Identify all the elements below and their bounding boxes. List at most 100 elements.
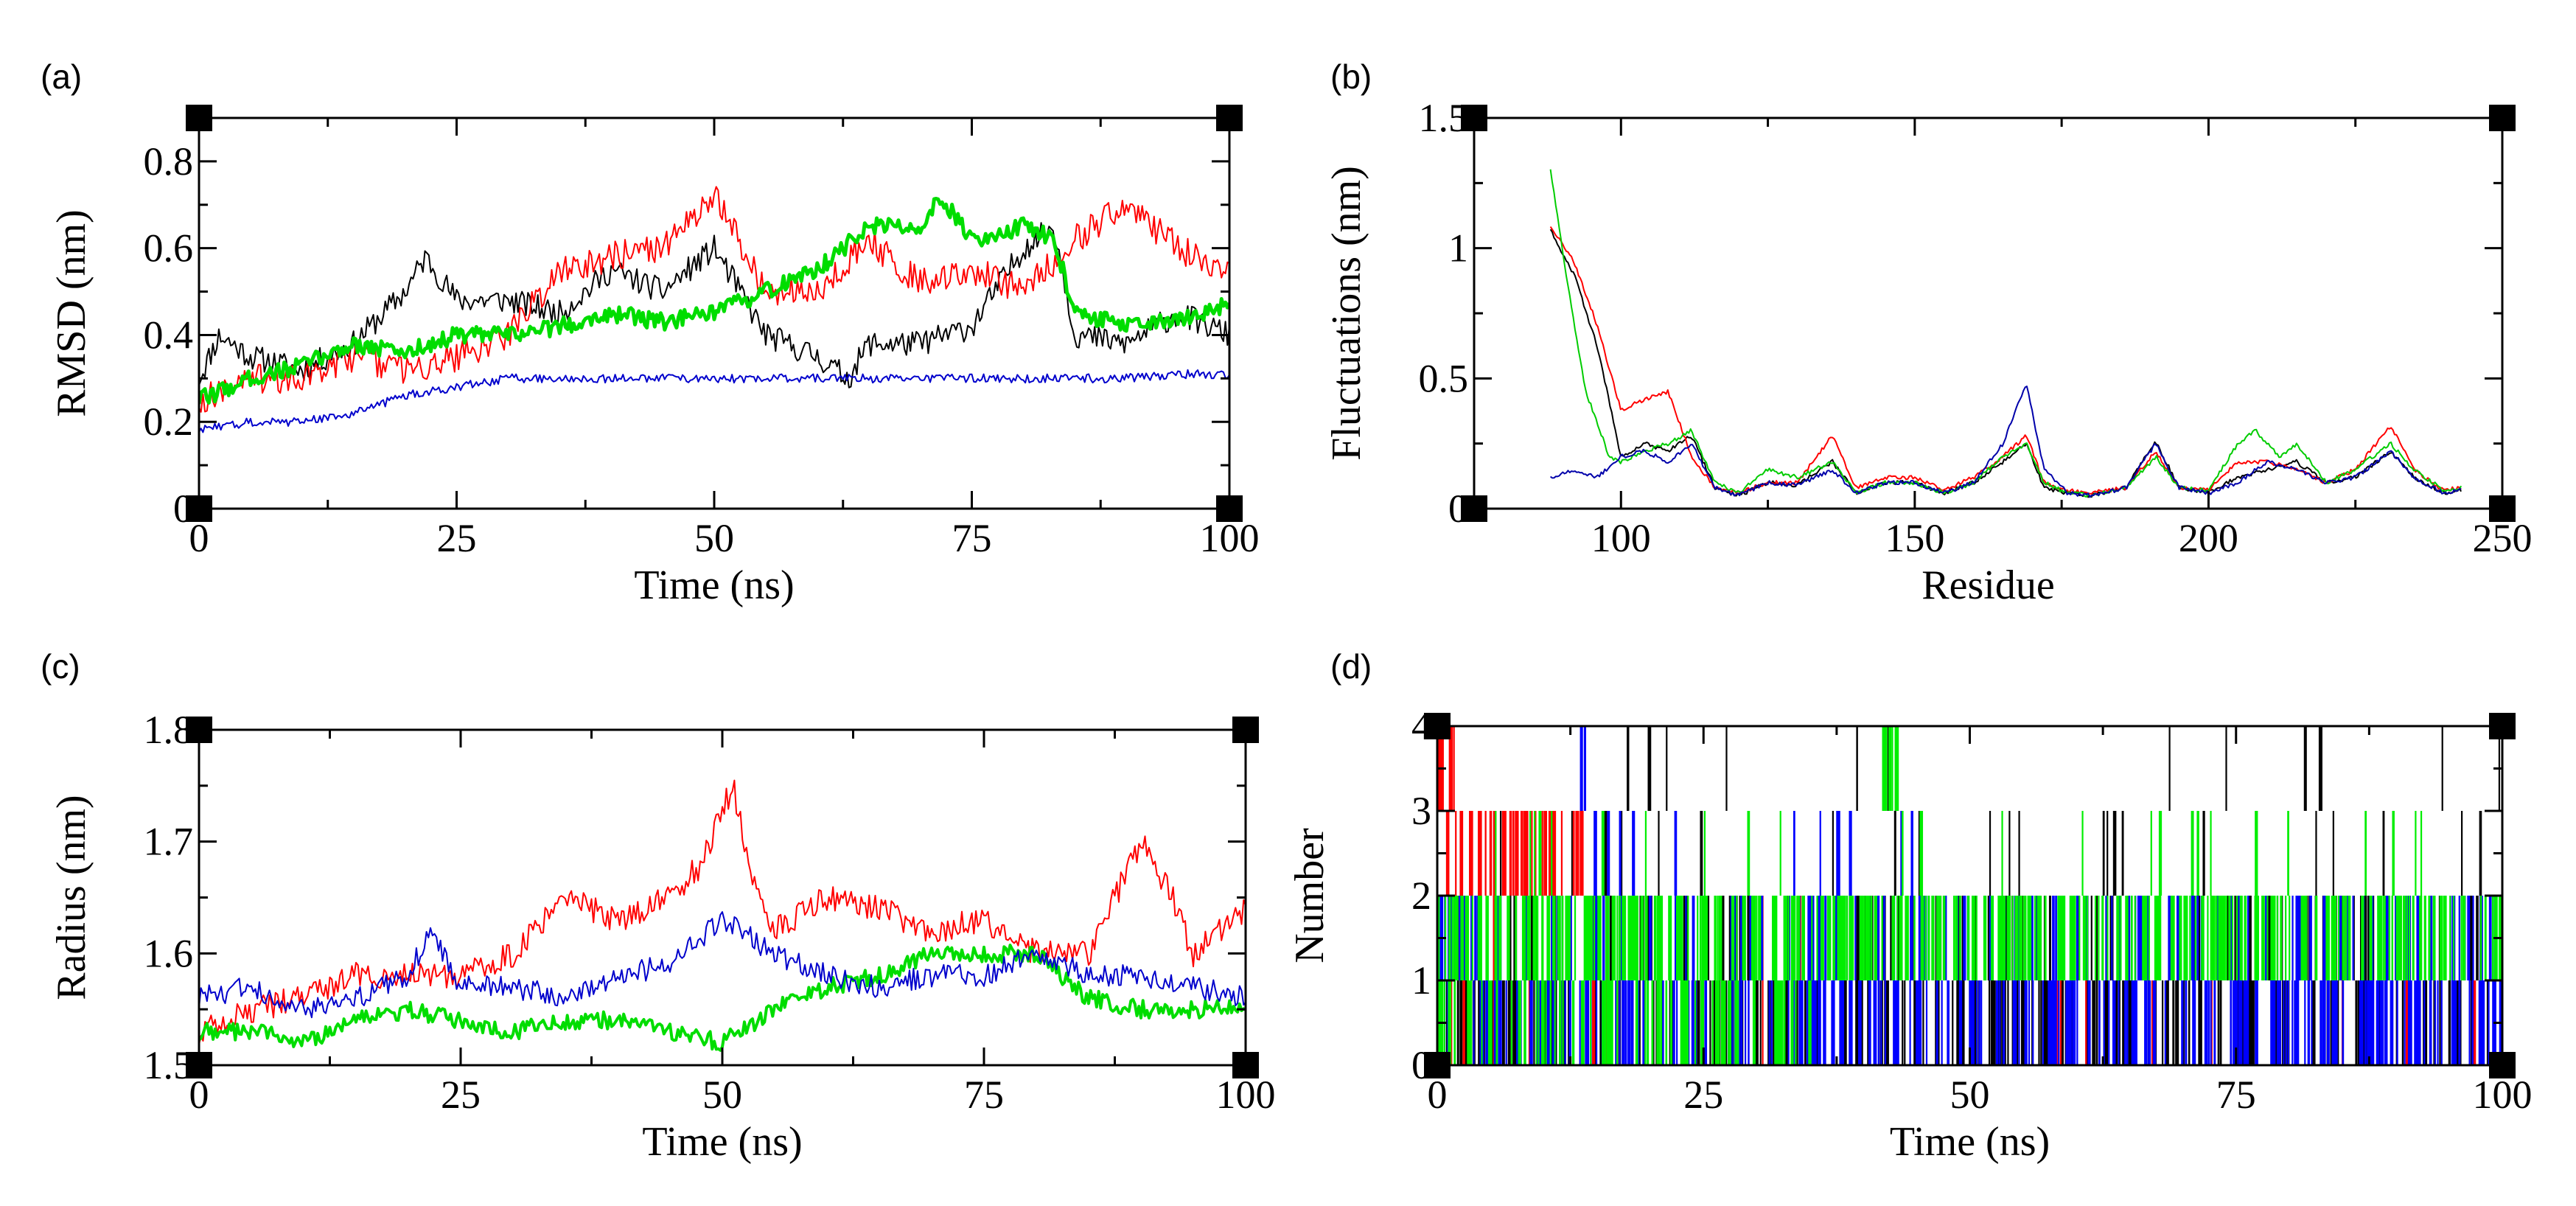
bar-segment — [1758, 896, 1760, 980]
bar-segment — [2382, 896, 2384, 980]
bar-segment — [2156, 896, 2160, 980]
bar-segment — [2315, 811, 2317, 896]
bar-segment — [2058, 896, 2061, 980]
bar-segment — [2249, 980, 2252, 1065]
bar-segment — [2367, 896, 2370, 980]
bar-segment — [2196, 811, 2199, 896]
bar-segment — [2244, 896, 2247, 980]
bar-segment — [1501, 811, 1504, 896]
bar-segment — [1816, 896, 1818, 980]
bar-segment — [2295, 896, 2300, 980]
bar-segment — [1803, 896, 1805, 980]
bar-segment — [1978, 980, 1980, 1065]
bar-segment — [1890, 896, 1892, 980]
bar-segment — [2342, 980, 2345, 1065]
series-line-3 — [199, 369, 1229, 433]
bar-segment — [2219, 896, 2223, 980]
bar-segment — [2135, 980, 2137, 1065]
bar-segment — [2388, 896, 2391, 980]
bar-segment — [2003, 980, 2006, 1065]
bar-segment — [1545, 980, 1547, 1065]
bar-segment — [1692, 896, 1695, 980]
bar-segment — [1675, 896, 1680, 980]
bar-segment — [1656, 896, 1660, 980]
bar-segment — [1859, 896, 1861, 980]
bar-segment — [2192, 980, 2196, 1065]
bar-segment — [2484, 896, 2487, 980]
bar-segment — [1868, 896, 1871, 980]
bar-segment — [1529, 811, 1532, 896]
bar-segment — [1580, 980, 1585, 1065]
bar-segment — [1873, 980, 1877, 1065]
bar-segment — [2112, 980, 2115, 1065]
bar-segment — [1893, 980, 1896, 1065]
bar-segment — [2395, 896, 2398, 980]
bar-segment — [1588, 896, 1591, 980]
bar-segment — [2202, 811, 2205, 896]
bar-segment — [2238, 980, 2241, 1065]
bar-segment — [2462, 896, 2465, 980]
bar-segment — [2120, 896, 2122, 980]
bar-segment — [1470, 811, 1473, 896]
bar-segment — [1817, 980, 1820, 1065]
bar-segment — [2176, 896, 2179, 980]
bar-segment — [1495, 811, 1497, 896]
bar-segment — [1943, 896, 1946, 980]
x-tick-label: 50 — [694, 516, 734, 560]
x-tick-label: 100 — [2473, 1073, 2533, 1117]
bar-segment — [1630, 896, 1633, 980]
bar-segment — [1745, 980, 1747, 1065]
bar-segment — [2458, 980, 2460, 1065]
bar-segment — [1971, 896, 1975, 980]
bar-segment — [2111, 896, 2113, 980]
bar-segment — [2378, 896, 2381, 980]
bar-segment — [1927, 896, 1930, 980]
bar-segment — [2440, 896, 2443, 980]
bar-segment — [2302, 896, 2306, 980]
bar-segment — [2024, 980, 2028, 1065]
bar-segment — [1586, 896, 1588, 980]
bar-segment — [2118, 980, 2120, 1065]
bar-segment — [2488, 896, 2492, 980]
bar-segment — [1678, 896, 1680, 980]
bar-segment — [1545, 811, 1548, 896]
bar-segment — [1740, 980, 1743, 1065]
bar-segment — [1585, 980, 1587, 1065]
bar-segment — [2095, 896, 2098, 980]
bar-segment — [1997, 896, 2001, 980]
bar-segment — [1714, 896, 1717, 980]
bar-segment — [2008, 811, 2011, 896]
bar-segment — [1831, 980, 1834, 1065]
bar-segment — [1546, 896, 1549, 980]
bar-segment — [1607, 811, 1610, 896]
bar-segment — [1849, 980, 1853, 1065]
bar-segment — [2019, 896, 2023, 980]
bar-segment — [1833, 980, 1835, 1065]
bar-segment — [2231, 896, 2234, 980]
bar-segment — [1551, 811, 1553, 896]
bar-segment — [1899, 896, 1902, 980]
bar-segment — [1611, 896, 1613, 980]
bar-segment — [1885, 980, 1889, 1065]
bar-segment — [1790, 896, 1795, 980]
bar-segment — [2122, 980, 2126, 1065]
bar-segment — [2161, 980, 2164, 1065]
ticks — [198, 728, 1247, 1067]
bar-segment — [2052, 896, 2055, 980]
bar-segment — [1669, 980, 1672, 1065]
y-tick-label: 1.6 — [144, 931, 194, 975]
bar-segment — [1835, 896, 1838, 980]
y-tick-label: 4 — [1411, 704, 1431, 748]
bar-segment — [1658, 811, 1660, 896]
bar-segment — [2142, 896, 2146, 980]
bar-segment — [2417, 896, 2419, 980]
bar-segment — [1583, 896, 1587, 980]
bar-segment — [1627, 726, 1630, 811]
bar-segment — [2070, 980, 2072, 1065]
bar-segment — [1605, 896, 1608, 980]
bar-segment — [1582, 811, 1584, 896]
bar-segment — [1470, 896, 1473, 980]
bar-segment — [2228, 896, 2230, 980]
bar-segment — [1793, 811, 1795, 896]
bar-segment — [2032, 980, 2034, 1065]
